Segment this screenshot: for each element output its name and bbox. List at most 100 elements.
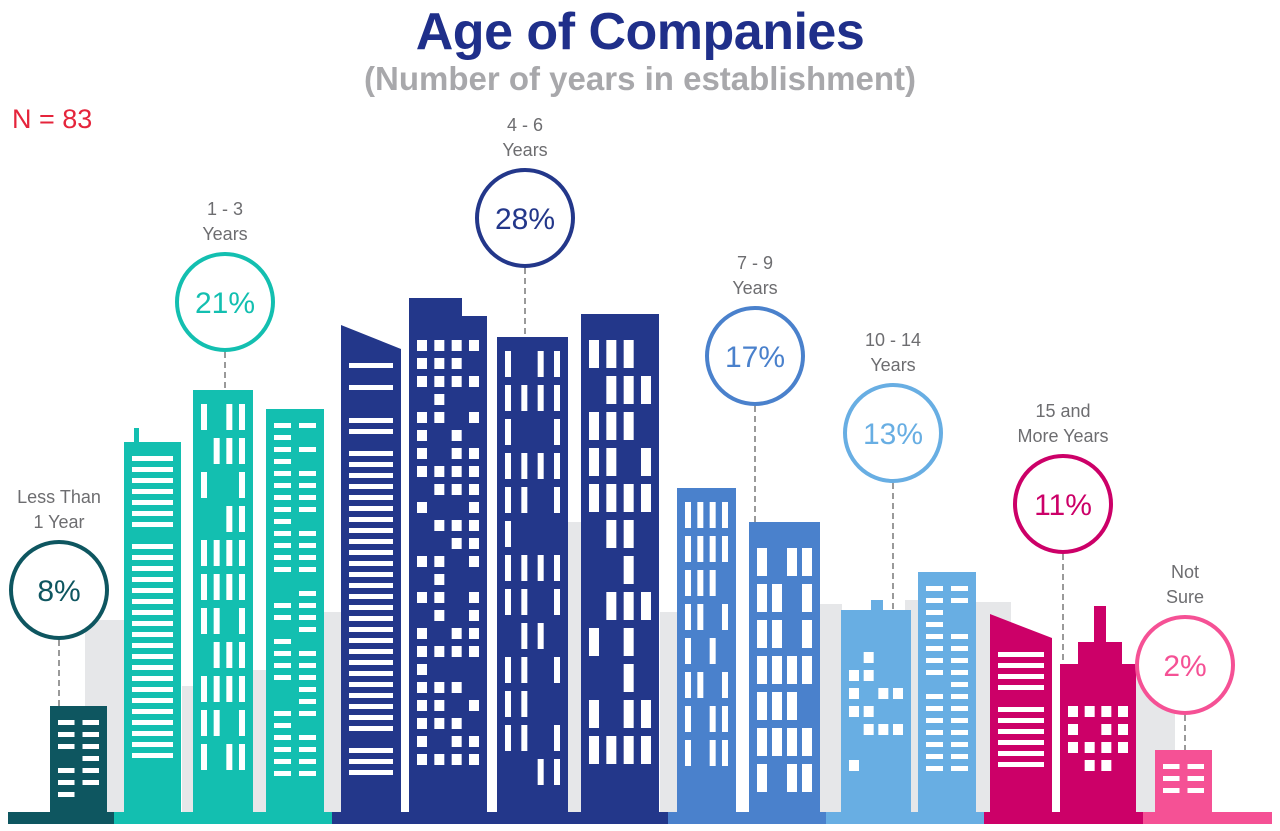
window <box>132 544 173 549</box>
window <box>132 731 173 736</box>
window <box>505 555 511 581</box>
window <box>757 764 767 792</box>
sample-size-label: N = 83 <box>12 104 93 134</box>
window <box>998 740 1044 745</box>
window <box>787 548 797 576</box>
window <box>998 663 1044 668</box>
category-marker-5: 11% 15 and More Years <box>1013 401 1113 663</box>
window <box>451 448 462 459</box>
window <box>554 725 560 751</box>
window <box>787 692 797 720</box>
window <box>299 735 316 740</box>
window <box>505 351 511 377</box>
ground-strip <box>984 812 1143 824</box>
window <box>1118 724 1128 735</box>
window <box>349 770 393 775</box>
window <box>417 556 427 567</box>
window <box>951 706 968 711</box>
window <box>434 592 445 603</box>
window <box>58 744 75 749</box>
window <box>589 736 599 764</box>
window <box>349 605 393 610</box>
window <box>349 704 393 709</box>
window <box>132 511 173 516</box>
window <box>299 447 316 452</box>
window <box>451 736 462 747</box>
window <box>132 610 173 615</box>
window <box>451 538 462 549</box>
window <box>274 651 291 656</box>
window <box>82 732 99 737</box>
window <box>998 685 1044 690</box>
window <box>469 466 479 477</box>
window <box>201 404 207 430</box>
window <box>998 751 1044 756</box>
window <box>132 588 173 593</box>
category-label: Sure <box>1166 587 1204 607</box>
window <box>274 543 291 548</box>
window <box>537 623 544 649</box>
window <box>623 520 634 548</box>
label-layer: 8% Less Than 1 Year 21% 1 - 3 Years 28% 4 - 6 Ye… <box>9 115 1235 750</box>
window <box>434 718 445 729</box>
window <box>226 574 233 600</box>
category-marker-2: 28% 4 - 6 Years <box>475 115 575 337</box>
category-marker-1: 21% 1 - 3 Years <box>175 199 275 390</box>
window <box>623 340 634 368</box>
window <box>998 707 1044 712</box>
value-label: 13% <box>863 418 923 451</box>
window <box>772 692 782 720</box>
window <box>58 780 75 785</box>
window <box>451 430 462 441</box>
window <box>349 539 393 544</box>
window <box>554 385 560 411</box>
window <box>299 627 316 632</box>
window <box>623 628 634 656</box>
window <box>685 502 691 528</box>
window <box>722 502 728 528</box>
window <box>132 522 173 527</box>
window <box>274 471 291 476</box>
window <box>434 484 445 495</box>
window <box>274 735 291 740</box>
window <box>417 700 427 711</box>
window <box>434 556 445 567</box>
window <box>505 657 511 683</box>
building-group-6 <box>1155 750 1212 812</box>
window <box>201 744 207 770</box>
window <box>274 555 291 560</box>
window <box>623 592 634 620</box>
window <box>132 489 173 494</box>
window <box>926 622 943 627</box>
window <box>274 771 291 776</box>
window <box>299 423 316 428</box>
window <box>299 651 316 656</box>
window <box>274 747 291 752</box>
window <box>521 555 528 581</box>
window <box>998 729 1044 734</box>
category-marker-3: 17% 7 - 9 Years <box>705 253 805 522</box>
window <box>213 438 220 464</box>
window <box>505 453 511 479</box>
window <box>951 670 968 675</box>
window <box>349 484 393 489</box>
building-group-4 <box>841 572 976 812</box>
window <box>1084 760 1095 771</box>
window <box>417 376 427 387</box>
window <box>589 448 599 476</box>
window <box>697 672 704 698</box>
window <box>606 484 617 512</box>
window <box>757 656 767 684</box>
window <box>451 484 462 495</box>
window <box>434 646 445 657</box>
window <box>417 412 427 423</box>
ground-strip <box>826 812 984 824</box>
window <box>132 467 173 472</box>
category-label: 10 - 14 <box>865 330 921 350</box>
window <box>451 754 462 765</box>
category-label: Years <box>732 278 777 298</box>
window <box>132 632 173 637</box>
window <box>132 687 173 692</box>
window <box>606 340 617 368</box>
window <box>451 718 462 729</box>
